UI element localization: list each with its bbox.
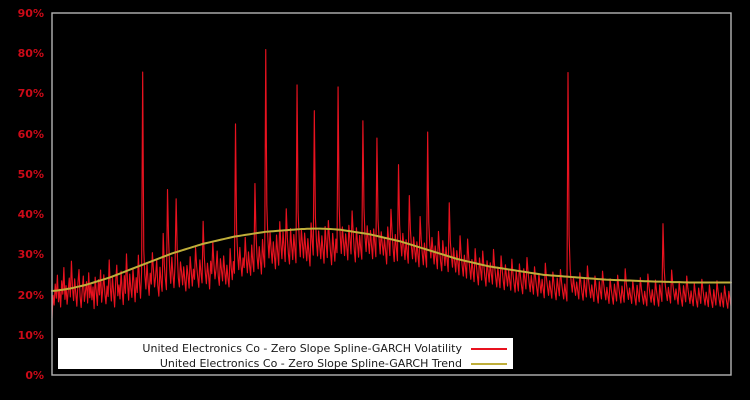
series-line-volatility [51, 49, 732, 319]
y-tick-label: 10% [17, 328, 44, 342]
legend-label-volatility: United Electronics Co - Zero Slope Splin… [142, 342, 462, 355]
legend-swatch-trend [471, 362, 507, 365]
plot-area-frame [51, 12, 732, 376]
series-layer [51, 49, 732, 319]
legend-label-trend: United Electronics Co - Zero Slope Splin… [159, 357, 462, 370]
y-tick-label: 20% [17, 288, 44, 302]
y-tick-label: 60% [17, 127, 44, 141]
y-tick-label: 80% [17, 47, 44, 61]
y-tick-label: 40% [17, 208, 44, 222]
legend-swatch-volatility [471, 347, 507, 350]
y-tick-label: 70% [17, 87, 44, 101]
y-tick-label: 0% [25, 369, 44, 382]
chart-legend: United Electronics Co - Zero Slope Splin… [58, 338, 513, 369]
y-tick-label: 30% [17, 248, 44, 262]
y-tick-label: 50% [17, 167, 44, 181]
legend-item-trend: United Electronics Co - Zero Slope Splin… [64, 356, 507, 371]
legend-item-volatility: United Electronics Co - Zero Slope Splin… [64, 341, 507, 356]
plot-area-background [52, 13, 731, 375]
y-tick-label: 90% [17, 7, 44, 20]
series-line-trend [51, 227, 732, 292]
